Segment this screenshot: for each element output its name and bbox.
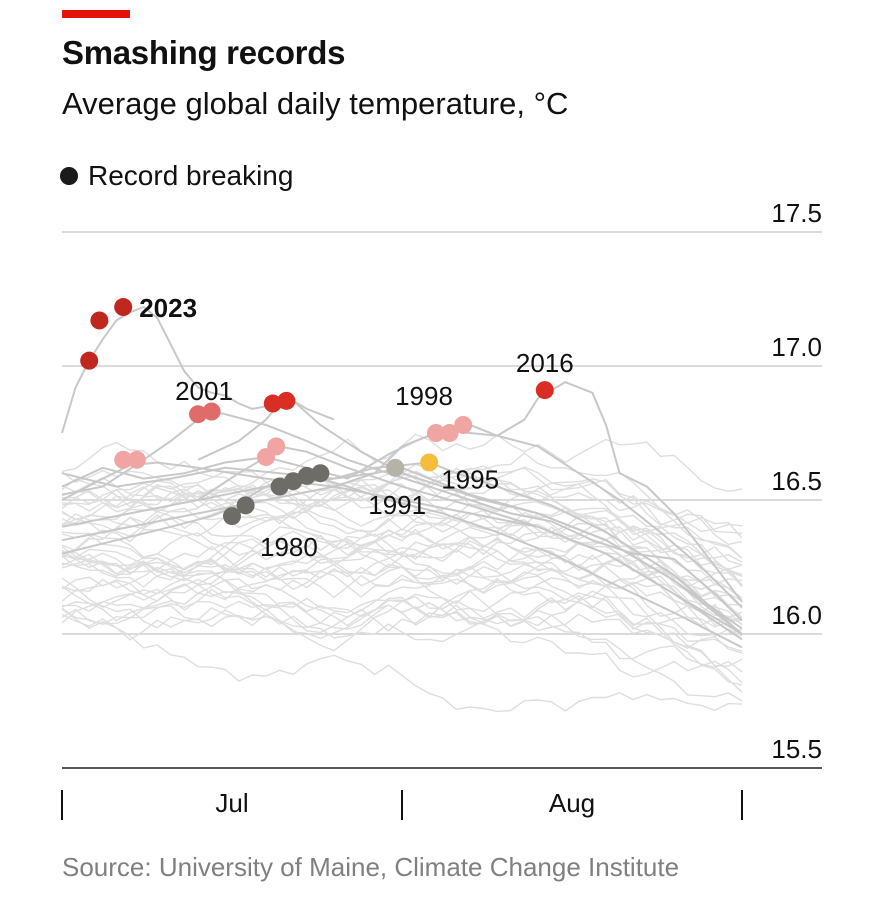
series-label: 2016 <box>516 348 574 378</box>
x-axis: Jul Aug <box>61 788 743 820</box>
series-line <box>61 380 743 603</box>
record-point <box>263 394 282 413</box>
record-point <box>267 437 286 456</box>
background-year-line <box>61 528 743 637</box>
record-point <box>284 472 303 491</box>
background-year-line <box>61 472 743 533</box>
background-year-line <box>62 488 743 602</box>
background-year-line <box>61 507 743 586</box>
record-point <box>202 402 221 421</box>
series-label: 1980 <box>260 532 318 562</box>
record-point <box>270 477 289 496</box>
background-year-line <box>61 531 743 601</box>
record-point <box>80 351 99 370</box>
x-month-label: Jul <box>215 788 248 818</box>
background-year-line <box>61 575 743 641</box>
record-point <box>90 311 109 330</box>
background-year-lines <box>61 433 743 713</box>
background-year-line <box>61 478 743 559</box>
record-point <box>297 466 316 485</box>
background-year-line <box>61 478 743 546</box>
record-point <box>427 424 445 442</box>
record-point <box>223 507 241 526</box>
background-year-line <box>61 585 743 643</box>
y-tick-label: 17.5 <box>771 198 822 228</box>
record-point <box>420 453 439 472</box>
record-points <box>80 298 554 526</box>
record-point <box>311 464 330 483</box>
background-year-line <box>61 597 743 684</box>
legend: Record breaking <box>60 160 293 192</box>
y-tick-label: 16.0 <box>771 600 822 630</box>
record-point <box>114 298 133 317</box>
y-tick-label: 17.0 <box>771 332 822 362</box>
y-tick-label: 15.5 <box>771 734 822 764</box>
background-year-line <box>61 452 743 559</box>
background-year-line <box>61 526 743 588</box>
background-year-line <box>61 578 743 627</box>
background-year-line <box>61 473 743 571</box>
record-point <box>440 424 459 442</box>
background-year-line <box>61 566 743 654</box>
background-year-line <box>61 541 743 609</box>
record-point <box>189 405 207 424</box>
background-year-line <box>61 482 743 563</box>
record-point <box>236 496 255 515</box>
record-point <box>127 450 146 469</box>
chart-title: Smashing records <box>62 34 346 71</box>
record-breaking-dot-icon <box>60 167 78 185</box>
series-label: 1995 <box>441 464 499 494</box>
background-year-line <box>61 528 743 626</box>
series-line <box>61 461 743 635</box>
series-label: 1991 <box>368 490 426 520</box>
record-point <box>454 415 473 434</box>
source-note: Source: University of Maine, Climate Cha… <box>62 852 680 882</box>
brand-red-bar <box>62 10 130 18</box>
chart-subtitle: Average global daily temperature, °C <box>62 86 569 121</box>
record-point <box>277 391 296 410</box>
y-tick-label: 16.5 <box>771 466 822 496</box>
series-label: 2001 <box>175 376 233 406</box>
x-month-label: Aug <box>549 788 595 818</box>
record-point <box>386 458 405 477</box>
record-point <box>535 381 554 400</box>
series-label: 2023 <box>139 293 197 323</box>
series-label: 1998 <box>395 381 453 411</box>
gridlines: 17.5 17.0 16.5 16.0 15.5 <box>62 198 822 769</box>
series-labels: 2023 2016 2001 1998 1995 1991 1980 <box>139 293 574 562</box>
background-year-line <box>61 590 743 702</box>
background-year-line <box>61 613 743 713</box>
record-point <box>114 450 133 469</box>
background-year-line <box>61 553 743 629</box>
legend-label-record-breaking: Record breaking <box>88 160 294 191</box>
